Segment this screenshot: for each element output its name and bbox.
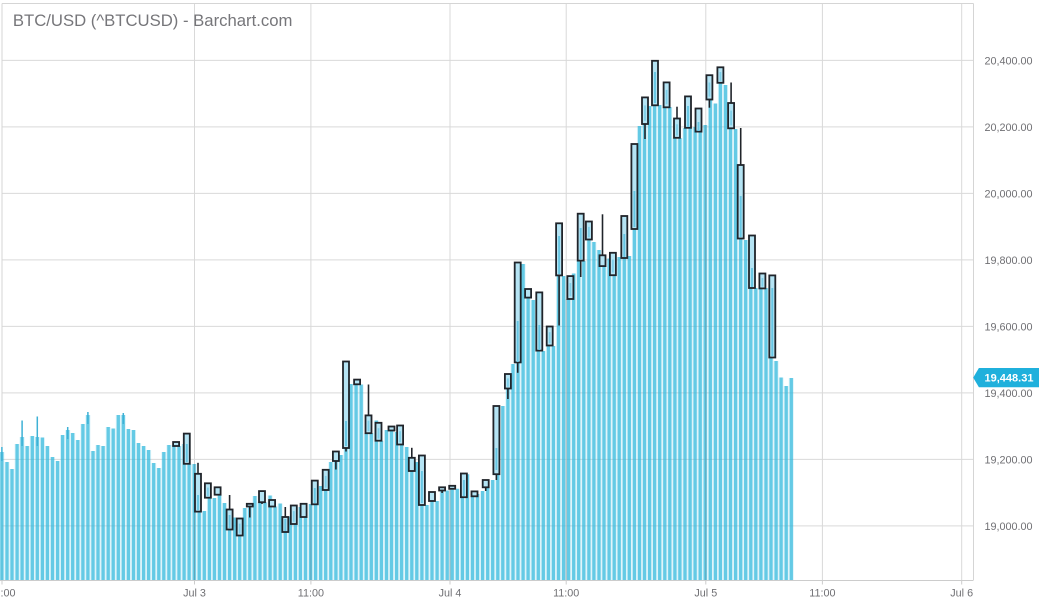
svg-text:20,400.00: 20,400.00 (985, 55, 1033, 67)
svg-text:11:00: 11:00 (298, 588, 324, 600)
svg-text:19,000.00: 19,000.00 (985, 521, 1033, 533)
svg-text:19,200.00: 19,200.00 (985, 454, 1033, 466)
svg-text:19,600.00: 19,600.00 (985, 321, 1033, 333)
svg-text:Jul 6: Jul 6 (950, 588, 973, 600)
svg-text:19,400.00: 19,400.00 (985, 388, 1033, 400)
svg-text:Jul 3: Jul 3 (183, 588, 206, 600)
svg-text:BTC/USD (^BTCUSD) - Barchart.c: BTC/USD (^BTCUSD) - Barchart.com (13, 11, 293, 30)
svg-text:Jul 4: Jul 4 (439, 588, 462, 600)
svg-text:19,800.00: 19,800.00 (985, 255, 1033, 267)
svg-text:20,200.00: 20,200.00 (985, 122, 1033, 134)
svg-text:11:00: 11:00 (809, 588, 835, 600)
svg-text::00: :00 (1, 588, 16, 600)
svg-text:11:00: 11:00 (553, 588, 579, 600)
svg-text:20,000.00: 20,000.00 (985, 188, 1033, 200)
svg-text:19,448.31: 19,448.31 (985, 373, 1034, 385)
svg-text:Jul 5: Jul 5 (694, 588, 717, 600)
